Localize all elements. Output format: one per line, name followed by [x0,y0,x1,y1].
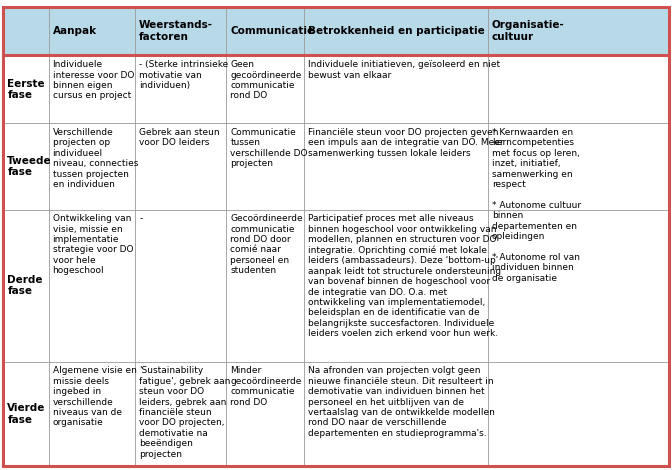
Bar [3,7,669,55]
Text: Algemene visie en
missie deels
ingebed in
verschillende
niveaus van de
organisat: Algemene visie en missie deels ingebed i… [52,367,136,427]
Text: Financiële steun voor DO projecten geven
een impuls aan de integratie van DO. Me: Financiële steun voor DO projecten geven… [308,128,504,158]
Text: Betrokkenheid en participatie: Betrokkenheid en participatie [308,26,485,36]
Text: 'Sustainability
fatigue', gebrek aan
steun voor DO
leiders, gebrek aan
financiël: 'Sustainability fatigue', gebrek aan ste… [139,367,230,459]
Text: Participatief proces met alle niveaus
binnen hogeschool voor ontwikkeling van
mo: Participatief proces met alle niveaus bi… [308,214,501,338]
Text: Minder
gecoördineerde
communicatie
rond DO: Minder gecoördineerde communicatie rond … [230,367,302,407]
Text: Gebrek aan steun
voor DO leiders: Gebrek aan steun voor DO leiders [139,128,220,148]
Text: Eerste
fase: Eerste fase [7,78,45,100]
Text: - (Sterke intrinsieke
motivatie van
individuen): - (Sterke intrinsieke motivatie van indi… [139,60,228,90]
Text: Geen
gecoördineerde
communicatie
rond DO: Geen gecoördineerde communicatie rond DO [230,60,302,101]
Text: Tweede
fase: Tweede fase [7,156,52,177]
Text: Individuele initiatieven, geïsoleerd en niet
bewust van elkaar: Individuele initiatieven, geïsoleerd en … [308,60,500,79]
Text: Communicatie: Communicatie [230,26,314,36]
Text: * Kernwaarden en
kerncompetenties
met focus op leren,
inzet, initiatief,
samenwe: * Kernwaarden en kerncompetenties met fo… [492,128,581,282]
Text: Gecoördineerde
communicatie
rond DO door
comié naar
personeel en
studenten: Gecoördineerde communicatie rond DO door… [230,214,303,275]
Text: Weerstands-
factoren: Weerstands- factoren [139,21,213,42]
Text: -: - [139,214,142,223]
Text: Ontwikkeling van
visie, missie en
implementatie
strategie voor DO
voor hele
hoge: Ontwikkeling van visie, missie en implem… [52,214,133,275]
Text: Derde
fase: Derde fase [7,275,43,297]
Text: Verschillende
projecten op
individueel
niveau, connecties
tussen projecten
en in: Verschillende projecten op individueel n… [52,128,138,189]
Text: Communicatie
tussen
verschillende DO
projecten: Communicatie tussen verschillende DO pro… [230,128,308,168]
Text: Vierde
fase: Vierde fase [7,403,46,425]
Text: Na afronden van projecten volgt geen
nieuwe financiële steun. Dit resulteert in
: Na afronden van projecten volgt geen nie… [308,367,495,438]
Text: Individuele
interesse voor DO
binnen eigen
cursus en project: Individuele interesse voor DO binnen eig… [52,60,134,101]
Text: Organisatie-
cultuur: Organisatie- cultuur [492,21,564,42]
Text: Aanpak: Aanpak [52,26,97,36]
